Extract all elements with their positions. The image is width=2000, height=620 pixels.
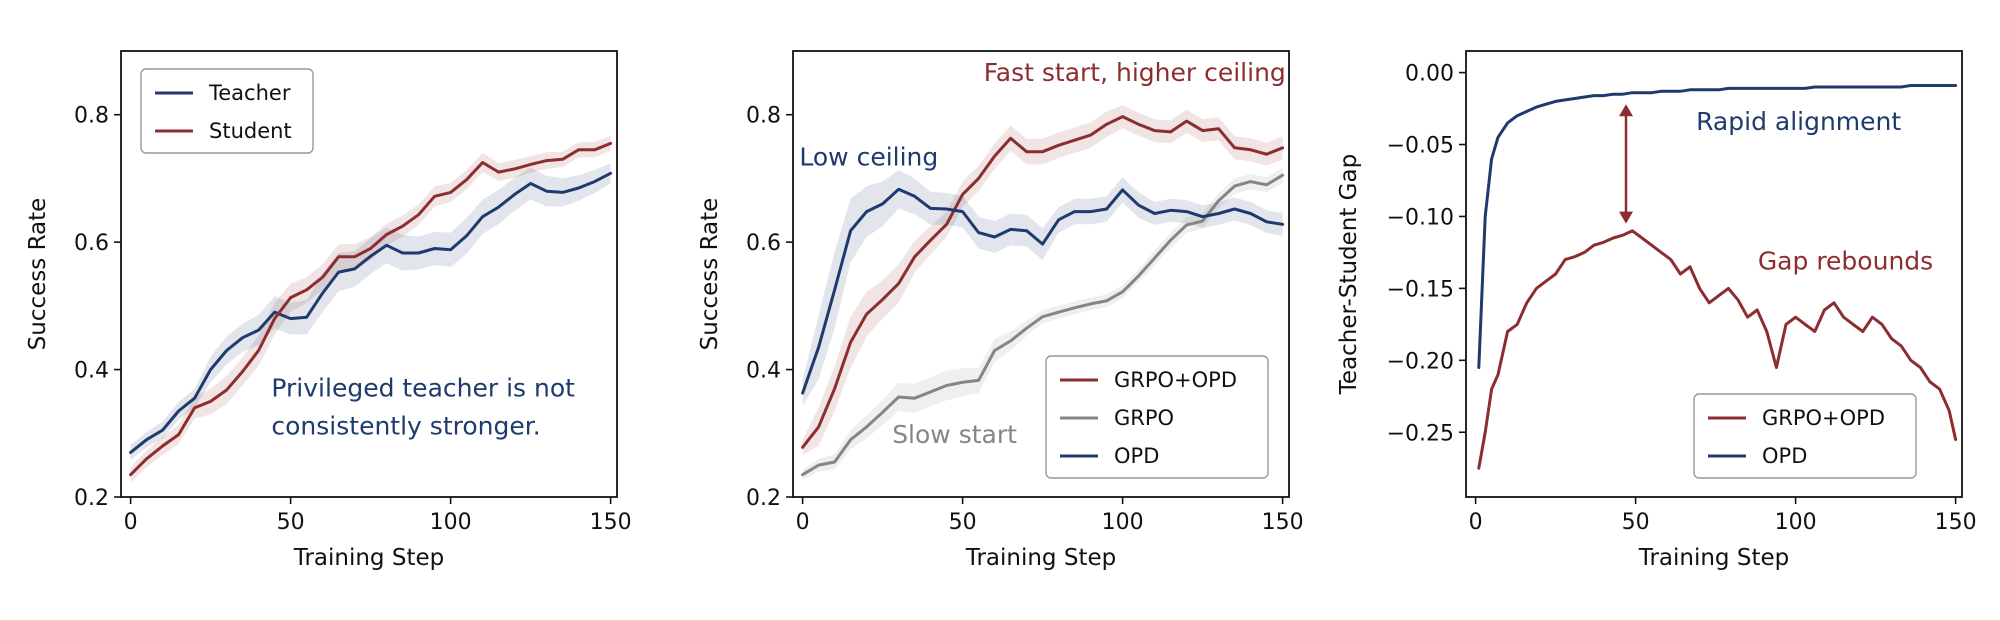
gap-arrow-head-top: [1619, 104, 1633, 117]
y-axis-label: Success Rate: [697, 198, 723, 351]
y-tick-label: 0.2: [74, 486, 109, 511]
gap-arrow-head-bottom: [1619, 211, 1633, 224]
x-tick-label: 0: [1469, 510, 1483, 535]
y-tick-label: 0.4: [74, 359, 109, 384]
chart-panel-3: 0 50 100 150 −0.25 −0.20 −0.15 −0.10 −0.05 0.00 Tr…: [1336, 50, 1977, 571]
y-tick-label: 0.8: [746, 104, 781, 129]
x-tick-label: 150: [590, 510, 632, 535]
x-tick-label: 50: [949, 510, 977, 535]
series-line: [801, 173, 1285, 477]
legend: GRPO+OPD OPD: [1693, 393, 1917, 479]
legend: Teacher Student: [140, 68, 314, 154]
annotation-text: consistently stronger.: [271, 412, 540, 441]
y-tick-label: −0.15: [1387, 277, 1454, 302]
y-tick-label: −0.25: [1387, 421, 1454, 446]
y-tick-label: 0.6: [746, 231, 781, 256]
series-line: [129, 171, 613, 454]
annotation-text: Slow start: [892, 420, 1017, 449]
axes-frame: [1465, 50, 1963, 498]
y-tick-label: 0.2: [746, 486, 781, 511]
y-tick-label: −0.10: [1387, 205, 1454, 230]
y-tick-label: −0.20: [1387, 349, 1454, 374]
x-tick-label: 150: [1935, 510, 1977, 535]
x-tick-label: 0: [796, 510, 810, 535]
x-axis-label: Training Step: [965, 545, 1116, 571]
annotation-text: Gap rebounds: [1758, 247, 1933, 276]
legend-label: OPD: [1114, 444, 1159, 468]
x-tick-label: 50: [277, 510, 305, 535]
legend-box: [1045, 355, 1269, 479]
chart-panel-2: 0 50 100 150 0.2 0.4 0.6 0.8 Training Step Succes…: [697, 50, 1304, 571]
annotation-text: Fast start, higher ceiling: [984, 58, 1286, 87]
y-tick-label: −0.05: [1387, 134, 1454, 159]
annotation-text: Privileged teacher is not: [271, 373, 575, 402]
series-band: [802, 167, 1283, 480]
legend-label: OPD: [1762, 444, 1807, 468]
series-line: [1477, 84, 1958, 369]
y-axis-label: Teacher-Student Gap: [1336, 154, 1362, 395]
chart-panel-1: 0 50 100 150 0.2 0.4 0.6 0.8 Training Step Succes…: [25, 50, 632, 571]
axes-frame: [120, 50, 618, 498]
x-tick-label: 50: [1622, 510, 1650, 535]
legend: GRPO+OPD GRPO OPD: [1045, 355, 1269, 479]
y-tick-label: 0.4: [746, 359, 781, 384]
series-line: [801, 187, 1285, 395]
x-tick-label: 100: [1102, 510, 1144, 535]
x-tick-label: 0: [124, 510, 138, 535]
y-tick-label: 0.8: [74, 104, 109, 129]
legend-box: [1693, 393, 1917, 479]
legend-label: GRPO+OPD: [1114, 368, 1237, 392]
y-tick-label: 0.00: [1405, 62, 1454, 87]
x-tick-label: 100: [430, 510, 472, 535]
y-tick-label: 0.6: [74, 231, 109, 256]
x-axis-label: Training Step: [293, 545, 444, 571]
y-axis-label: Success Rate: [25, 198, 51, 351]
legend-label: GRPO+OPD: [1762, 406, 1885, 430]
series-line: [801, 115, 1285, 449]
legend-label: GRPO: [1114, 406, 1174, 430]
series-band: [802, 105, 1283, 455]
legend-label: Student: [209, 119, 292, 143]
x-tick-label: 150: [1262, 510, 1304, 535]
series-line: [1477, 229, 1958, 470]
legend-label: Teacher: [208, 81, 291, 105]
x-tick-label: 100: [1775, 510, 1817, 535]
series-line: [129, 141, 613, 477]
annotation-text: Rapid alignment: [1696, 107, 1901, 136]
axes-frame: [792, 50, 1290, 498]
x-axis-label: Training Step: [1638, 545, 1789, 571]
annotation-text: Low ceiling: [799, 143, 938, 172]
